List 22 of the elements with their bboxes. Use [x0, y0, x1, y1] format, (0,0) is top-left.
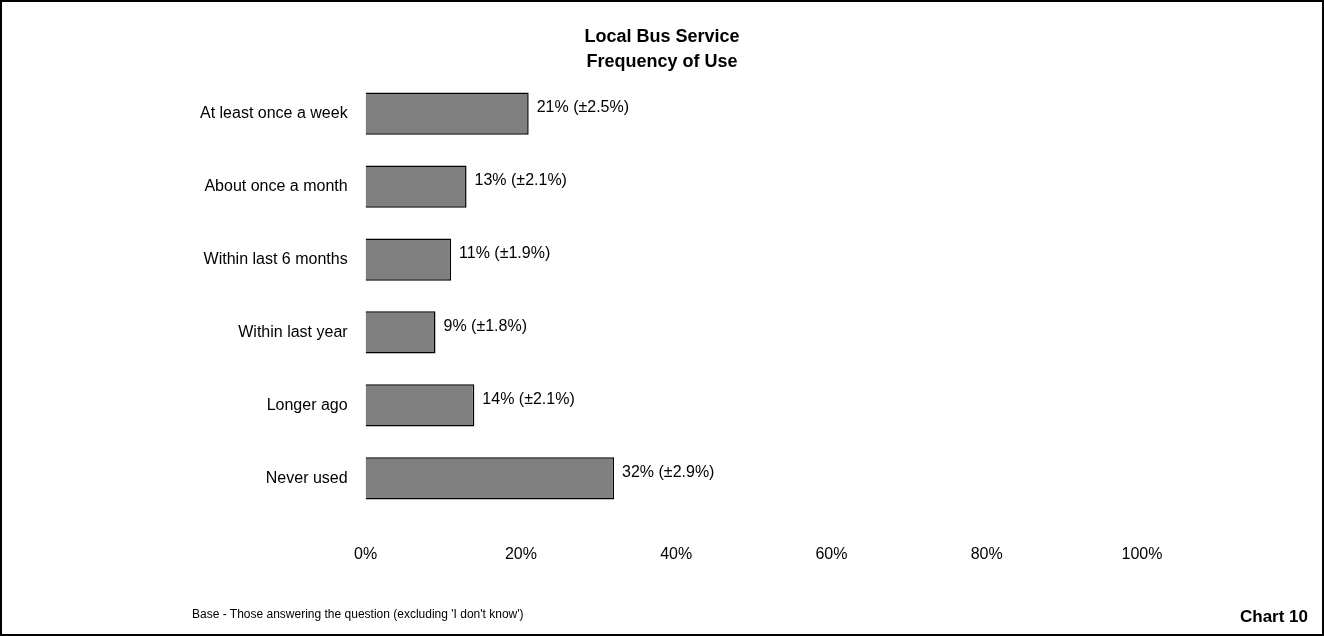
data-label: 9% (±1.8%)	[443, 316, 527, 334]
data-label: 21% (±2.5%)	[536, 98, 630, 116]
chart-subtitle: Frequency of Use	[586, 51, 738, 72]
data-label: 11% (±1.9%)	[459, 243, 551, 261]
x-tick-label: 0%	[354, 544, 378, 562]
data-label: 13% (±2.1%)	[474, 171, 567, 189]
data-label: 14% (±2.1%)	[482, 389, 575, 407]
x-tick-label: 60%	[815, 544, 848, 562]
x-tick-label: 80%	[970, 544, 1003, 562]
y-tick-label: Within last year	[238, 322, 349, 340]
x-tick-label: 20%	[504, 544, 537, 562]
text: Base - Those answering the question (excluding 'I don't know')	[192, 607, 524, 621]
y-tick-label: Never used	[265, 468, 348, 486]
x-tick-label: 100%	[1121, 544, 1163, 562]
chart-title: Local Bus Service	[584, 25, 740, 46]
caption: Chart 10	[1239, 607, 1308, 626]
y-tick-label: Within last 6 months	[203, 249, 348, 267]
data-label: 32% (±2.9%)	[622, 462, 715, 480]
y-tick-label: At least once a week	[200, 104, 349, 122]
y-tick-label: Longer ago	[266, 395, 348, 413]
y-tick-label: About once a month	[204, 177, 348, 195]
x-tick-label: 40%	[660, 544, 693, 562]
